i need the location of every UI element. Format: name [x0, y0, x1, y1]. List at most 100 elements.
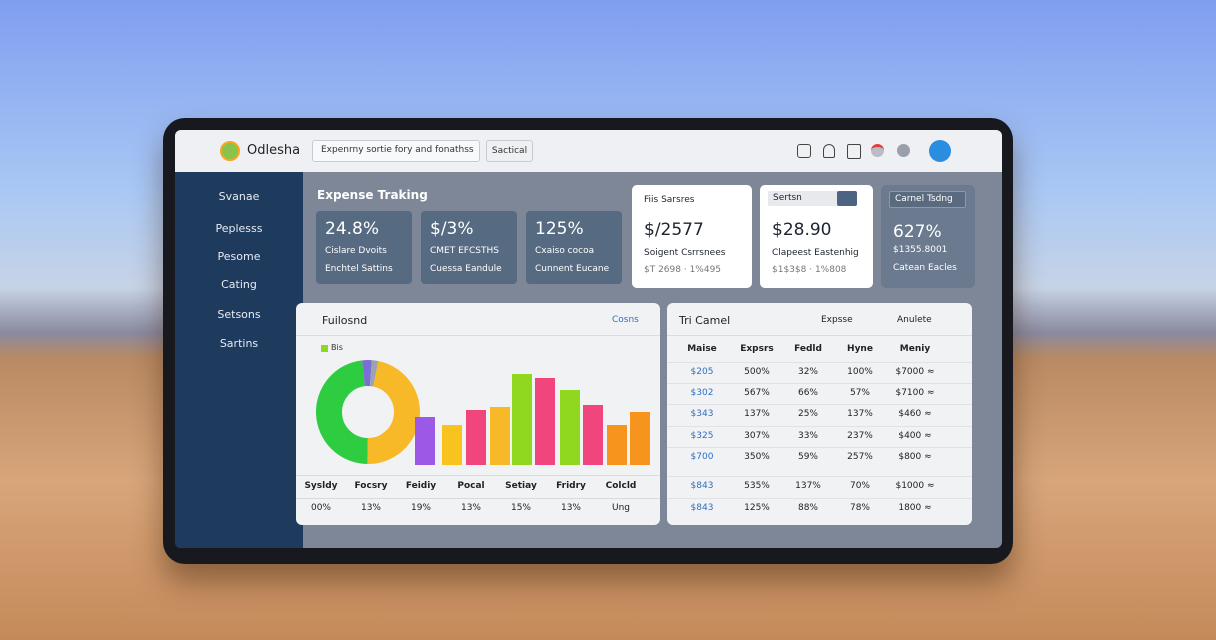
cell: 33% — [797, 431, 818, 441]
cell: 257% — [847, 452, 873, 462]
stat-line: Enchtel Sattins — [325, 264, 393, 274]
donut-segment — [369, 360, 379, 387]
sidebar-item[interactable]: Setsons — [217, 308, 261, 321]
bar — [607, 425, 627, 465]
cell: $7100 ≈ — [895, 388, 935, 398]
column-header: Colcld — [605, 481, 637, 491]
sidebar: Svanae Peplesss Pesome Cating Setsons Sartins — [175, 172, 303, 548]
search-button — [837, 191, 857, 206]
summary-card: Sertsn $28.90 Clapeest Eastenhig $1$3$8 · 1… — [760, 185, 873, 288]
dropdown[interactable]: Anulete — [897, 315, 932, 325]
card-input[interactable]: Sertsn — [768, 191, 843, 206]
legend-label: Bis — [331, 343, 343, 352]
card-line: $1$3$8 · 1%808 — [772, 265, 847, 275]
divider — [296, 475, 660, 476]
cell: $800 ≈ — [898, 452, 932, 462]
cell: 59% — [797, 452, 818, 462]
icon[interactable] — [797, 144, 811, 158]
cell: 66% — [797, 388, 818, 398]
card-value: $/2577 — [644, 220, 704, 240]
icon[interactable] — [871, 144, 884, 157]
cell: 15% — [510, 503, 531, 513]
column-header: Feidiy — [405, 481, 437, 491]
cell: $843 — [690, 503, 714, 513]
row-divider — [667, 476, 972, 477]
card-line: Soigent Csrrsnees — [644, 248, 726, 258]
legend-swatch — [321, 345, 328, 352]
column-header: Maise — [687, 344, 717, 354]
icon[interactable] — [897, 144, 910, 157]
search-box[interactable]: Expenrny sortie fory and fonathss — [312, 140, 480, 162]
stat-line: Cislare Dvoits — [325, 246, 387, 256]
column-header: Meniy — [899, 344, 931, 354]
header-button[interactable]: Sactical — [486, 140, 533, 162]
card-line: $1355.8001 — [893, 245, 948, 255]
cell: Ung — [611, 503, 630, 513]
divider — [296, 498, 660, 499]
card-input[interactable]: Carnel Tsdng — [889, 191, 966, 208]
bar — [442, 425, 462, 465]
stat-line: CMET EFCSTHS — [430, 246, 499, 256]
cell: $460 ≈ — [898, 409, 932, 419]
sidebar-item[interactable]: Cating — [221, 278, 257, 291]
cell: 70% — [849, 481, 870, 491]
section-title: Expense Traking — [317, 188, 428, 202]
cell: 125% — [744, 503, 770, 513]
screen: Odlesha Expenrny sortie fory and fonaths… — [175, 130, 1002, 548]
summary-card: Fiis Sarsres $/2577 Soigent Csrrsnees $T 26… — [632, 185, 752, 288]
summary-card: Carnel Tsdng 627% $1355.8001 Catean Eacles — [881, 185, 975, 288]
cell: $302 — [690, 388, 714, 398]
divider — [296, 335, 660, 336]
row-divider — [667, 362, 972, 363]
cell: 137% — [744, 409, 770, 419]
cell: 100% — [847, 367, 873, 377]
sidebar-item[interactable]: Sartins — [219, 337, 259, 350]
card-line: Clapeest Eastenhig — [772, 248, 859, 258]
card-line: Catean Eacles — [893, 263, 957, 273]
search-text: Expenrny sortie fory and fonathss — [321, 145, 474, 155]
sidebar-item[interactable]: Pesome — [217, 250, 261, 263]
dropdown[interactable]: Cosns — [612, 315, 639, 325]
dropdown[interactable]: Expsse — [821, 315, 853, 325]
column-header: Fedld — [794, 344, 822, 354]
bar — [490, 407, 510, 465]
bar — [415, 417, 435, 465]
sidebar-item[interactable]: Svanae — [218, 190, 260, 203]
cell: 13% — [460, 503, 481, 513]
stat-value: 125% — [535, 219, 584, 239]
cell: 88% — [797, 503, 818, 513]
column-header: Setiay — [505, 481, 537, 491]
stat-line: Cuessa Eandule — [430, 264, 502, 274]
panel-title: Tri Camel — [679, 314, 731, 327]
stat-card: 24.8% Cislare Dvoits Enchtel Sattins — [316, 211, 412, 284]
column-header: Pocal — [457, 481, 485, 491]
icon[interactable] — [847, 144, 861, 159]
cell: 19% — [410, 503, 431, 513]
cell: $700 — [690, 452, 714, 462]
column-header: Hyne — [847, 344, 873, 354]
stat-card: 125% Cxaiso cocoa Cunnent Eucane — [526, 211, 622, 284]
cell: 350% — [744, 452, 770, 462]
cell: 535% — [744, 481, 770, 491]
column-header: Sysldy — [304, 481, 338, 491]
column-header: Focsry — [354, 481, 388, 491]
avatar[interactable] — [929, 140, 951, 162]
bar — [630, 412, 650, 465]
stat-line: Cunnent Eucane — [535, 264, 610, 274]
sidebar-item[interactable]: Peplesss — [215, 222, 263, 235]
cell: $843 — [690, 481, 714, 491]
cell: 137% — [847, 409, 873, 419]
cell: 00% — [310, 503, 331, 513]
icon[interactable] — [823, 144, 835, 158]
logo-text: Odlesha — [247, 143, 301, 158]
stat-value: $/3% — [430, 219, 474, 239]
cell: 307% — [744, 431, 770, 441]
divider — [667, 335, 972, 336]
card-line: $T 2698 · 1%495 — [644, 265, 722, 275]
donut-segment — [316, 360, 369, 464]
cell: $325 — [690, 431, 714, 441]
bar — [535, 378, 555, 465]
cell: 25% — [797, 409, 818, 419]
cell: 13% — [560, 503, 581, 513]
right-panel: Tri Camel Expsse Anulete Maise Expsrs Fedl… — [667, 303, 972, 525]
